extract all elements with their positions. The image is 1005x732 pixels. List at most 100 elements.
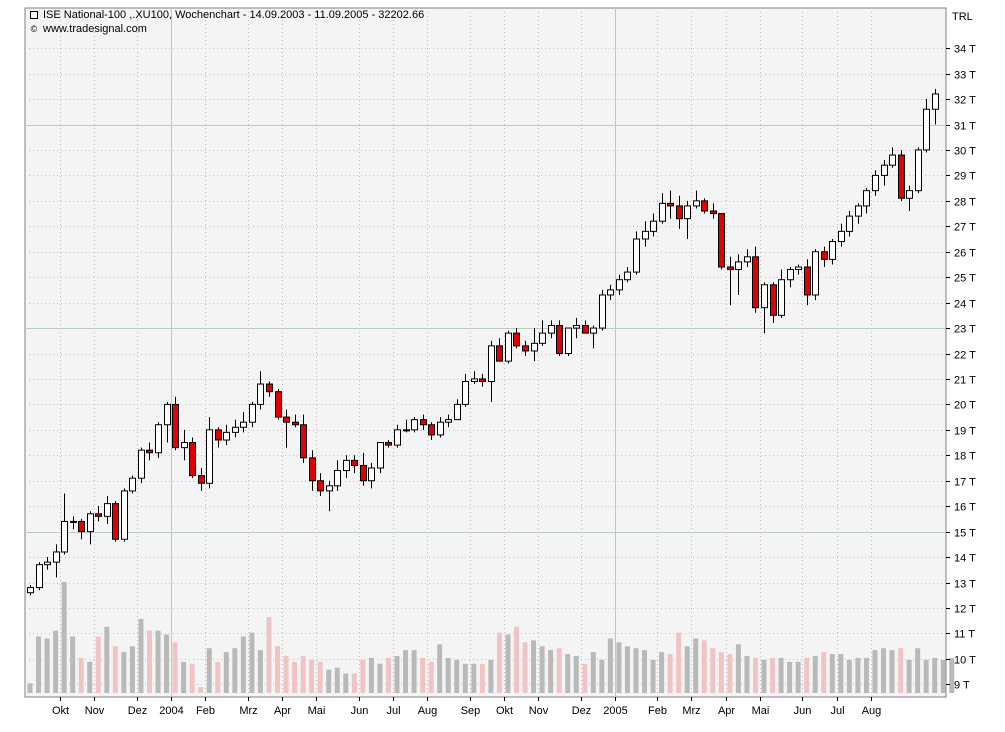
- candle: [377, 442, 384, 474]
- candle: [838, 223, 845, 247]
- candle: [351, 455, 358, 474]
- candle: [334, 460, 341, 491]
- x-tick-label: Dez: [572, 705, 592, 717]
- volume-bar: [761, 659, 767, 693]
- x-tick-label: Mai: [752, 705, 770, 717]
- x-tick-label: Aug: [418, 705, 438, 717]
- candle-body: [78, 520, 85, 533]
- volume-bar: [599, 659, 605, 693]
- candle: [87, 511, 94, 545]
- candle: [275, 389, 282, 420]
- volume-bar: [881, 648, 886, 693]
- candle: [599, 289, 606, 331]
- candle: [138, 447, 145, 484]
- volume-bar: [496, 632, 502, 693]
- volume-bar: [121, 652, 127, 693]
- volume-bar: [727, 654, 733, 693]
- candle: [650, 213, 657, 237]
- candle: [616, 274, 623, 295]
- candle: [172, 396, 179, 451]
- candle-body: [616, 279, 623, 291]
- volume-bar: [539, 646, 545, 693]
- volume-bar: [223, 652, 229, 693]
- candle: [718, 213, 725, 270]
- volume-bar: [249, 632, 255, 693]
- volume-bar: [667, 654, 673, 693]
- candle: [932, 88, 939, 125]
- candle-body: [394, 429, 401, 446]
- candle: [812, 249, 819, 301]
- volume-bar: [838, 654, 844, 693]
- x-tick-label: Apr: [274, 705, 291, 717]
- candle: [795, 264, 802, 275]
- candle: [385, 440, 392, 448]
- candle: [78, 518, 85, 540]
- volume-bar: [556, 648, 562, 693]
- volume-bar: [138, 618, 144, 693]
- candle-body: [565, 327, 572, 354]
- volume-bar: [189, 663, 195, 693]
- candle-body: [53, 551, 60, 563]
- candle: [804, 259, 811, 306]
- chart-title: ISE National-100 ,.XU100, Wochenchart - …: [43, 9, 425, 21]
- candle-body: [582, 325, 589, 334]
- candle: [300, 414, 307, 463]
- candle: [146, 442, 153, 461]
- candle: [394, 424, 401, 448]
- candle-body: [590, 327, 597, 334]
- candle-body: [155, 424, 162, 454]
- y-tick-label: 20 T: [954, 400, 976, 412]
- volume-bar: [437, 644, 443, 693]
- candle-body: [360, 464, 367, 482]
- candle-body: [761, 284, 768, 309]
- candle: [872, 170, 879, 196]
- candle-body: [223, 431, 230, 441]
- candle-body: [855, 205, 862, 217]
- candle-body: [744, 256, 751, 263]
- candle-body: [881, 164, 888, 176]
- candle-body: [727, 266, 734, 271]
- candle-body: [539, 332, 546, 344]
- candle: [420, 414, 427, 430]
- volume-bar: [462, 663, 468, 693]
- candle-body: [181, 442, 188, 449]
- candle: [223, 424, 230, 446]
- candle-body: [138, 449, 145, 479]
- candle-body: [146, 449, 153, 454]
- candle: [565, 327, 572, 357]
- candle: [915, 147, 922, 194]
- volume-bar: [326, 669, 332, 693]
- y-tick-label: 33 T: [954, 70, 976, 82]
- volume-bar: [428, 661, 434, 693]
- volume-bar: [155, 630, 161, 693]
- candle: [36, 562, 43, 591]
- candle-body: [863, 190, 870, 207]
- y-tick-label: 31 T: [954, 121, 976, 133]
- volume-bar: [403, 650, 409, 693]
- candle-body: [275, 391, 282, 418]
- candle-body: [838, 230, 845, 243]
- volume-bar: [240, 636, 246, 693]
- candle: [215, 427, 222, 448]
- volume-bar: [642, 650, 648, 693]
- candle-body: [172, 403, 179, 449]
- chart-header: ISE National-100 ,.XU100, Wochenchart - …: [30, 8, 424, 36]
- candle: [863, 188, 870, 214]
- y-tick-label: 32 T: [954, 95, 976, 107]
- candle: [129, 475, 136, 494]
- candle: [556, 320, 563, 357]
- y-tick-label: 26 T: [954, 248, 976, 260]
- candle-body: [309, 457, 316, 482]
- volume-bar: [317, 661, 323, 693]
- volume-bar: [215, 661, 221, 693]
- candle: [548, 320, 555, 339]
- candle: [727, 256, 734, 306]
- candle-body: [377, 442, 384, 469]
- y-tick-label: 13 T: [954, 579, 976, 591]
- y-tick-label: 15 T: [954, 528, 976, 540]
- candle-body: [232, 426, 239, 433]
- candle: [61, 493, 68, 555]
- volume-bar: [915, 648, 921, 693]
- volume-bar: [454, 659, 460, 693]
- candle: [846, 211, 853, 237]
